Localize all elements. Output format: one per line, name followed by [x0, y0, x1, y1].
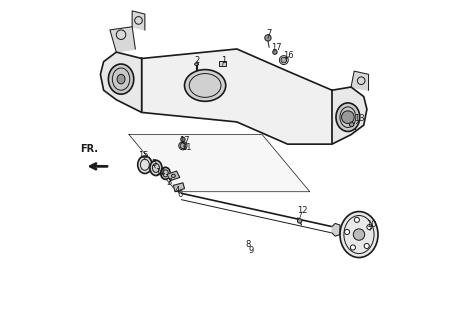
Text: 15: 15 [138, 151, 148, 160]
Text: 17: 17 [179, 136, 190, 145]
Text: 1: 1 [221, 56, 226, 65]
Text: 7: 7 [266, 28, 272, 38]
Text: 3: 3 [166, 178, 171, 187]
Circle shape [273, 50, 277, 54]
Polygon shape [332, 87, 367, 144]
Text: 8: 8 [245, 240, 251, 249]
Text: 10: 10 [366, 220, 377, 228]
Text: 16: 16 [284, 51, 294, 60]
Polygon shape [167, 171, 180, 180]
Polygon shape [100, 52, 142, 112]
Text: 9: 9 [248, 246, 254, 255]
Text: 4: 4 [175, 186, 180, 195]
Text: 2: 2 [194, 56, 199, 65]
Polygon shape [129, 135, 310, 192]
Ellipse shape [340, 212, 378, 258]
Circle shape [355, 217, 360, 222]
Circle shape [353, 229, 365, 240]
Text: 14: 14 [155, 168, 165, 177]
Ellipse shape [117, 74, 125, 84]
Circle shape [364, 244, 369, 249]
Polygon shape [351, 71, 368, 90]
Polygon shape [173, 183, 184, 192]
Text: 11: 11 [181, 143, 191, 152]
Ellipse shape [184, 69, 226, 101]
Circle shape [297, 219, 302, 223]
Circle shape [349, 122, 354, 127]
Text: 17: 17 [271, 43, 282, 52]
Polygon shape [110, 27, 136, 52]
Ellipse shape [108, 64, 134, 94]
Ellipse shape [161, 167, 170, 179]
Circle shape [180, 143, 186, 148]
Circle shape [181, 137, 185, 142]
Ellipse shape [150, 160, 162, 176]
Polygon shape [132, 11, 145, 30]
Circle shape [367, 225, 372, 230]
Ellipse shape [195, 63, 199, 66]
Polygon shape [332, 223, 340, 236]
Ellipse shape [138, 156, 152, 173]
Text: 13: 13 [354, 114, 364, 123]
Text: FR.: FR. [80, 144, 98, 154]
Text: 6: 6 [177, 190, 183, 199]
Circle shape [342, 111, 354, 124]
Text: 5: 5 [151, 159, 156, 168]
Circle shape [344, 229, 349, 235]
FancyBboxPatch shape [219, 61, 226, 67]
Polygon shape [142, 49, 332, 144]
Ellipse shape [336, 103, 360, 132]
Circle shape [350, 245, 355, 250]
Text: 12: 12 [296, 206, 307, 215]
Circle shape [265, 35, 271, 41]
Circle shape [281, 57, 287, 63]
